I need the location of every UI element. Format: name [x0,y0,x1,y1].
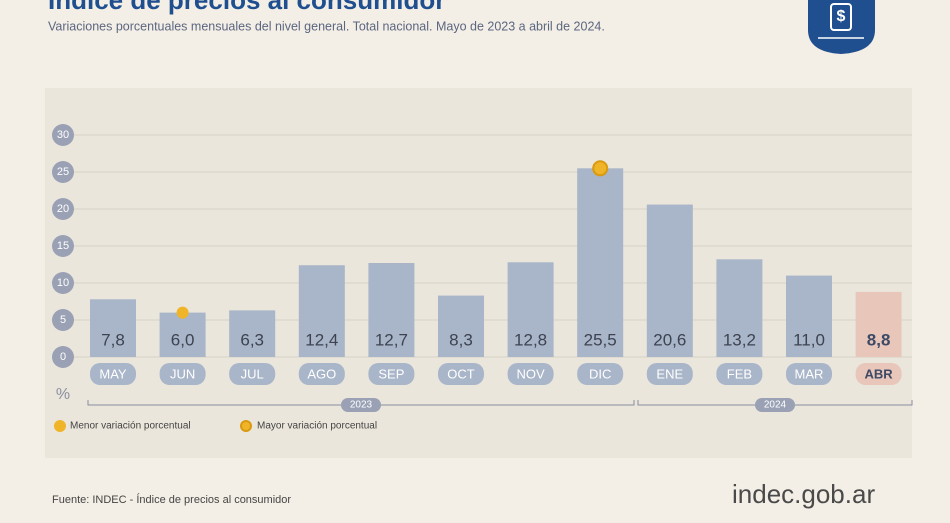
max-marker [592,160,609,177]
bar [646,204,693,357]
year-pill [341,398,381,412]
bar [438,295,484,357]
value-label: 11,0 [793,330,825,349]
category-pill [786,363,832,385]
y-tick-label: 25 [57,166,69,178]
y-tick-badge [52,161,74,183]
logo-icon: $ [808,0,875,54]
svg-text:$: $ [837,8,846,25]
legend-min-swatch [54,420,66,432]
category-pill [577,363,624,385]
bar [368,263,415,357]
category-pill [646,363,693,385]
category-pill [298,363,345,385]
bar [229,310,276,357]
value-label: 12,8 [514,330,547,349]
x-tick-label: JUN [170,366,195,381]
category-pill [229,363,276,385]
x-tick-label: ABR [865,366,894,381]
value-label: 6,0 [171,330,195,349]
panel [45,88,912,458]
value-label: 20,6 [653,330,686,349]
x-tick-label: NOV [517,366,546,381]
x-tick-label: SEP [378,366,404,381]
chart-subtitle: Variaciones porcentuales mensuales del n… [48,19,605,33]
y-tick-label: 30 [57,129,69,141]
legend-max-label: Mayor variación porcentual [257,421,377,432]
y-tick-badge [52,198,74,220]
source: Fuente: INDEC - Índice de precios al con… [52,493,291,506]
bar [90,299,136,357]
category-pill [90,363,136,385]
value-label: 13,2 [723,330,756,349]
y-tick-badge [52,235,74,257]
value-label: 12,7 [375,330,408,349]
x-tick-label: MAR [795,366,824,381]
category-pill [855,363,902,385]
value-label: 7,8 [101,330,125,349]
x-tick-label: AGO [307,366,336,381]
category-pill [159,363,206,385]
category-pill [716,363,763,385]
y-unit: % [56,386,70,403]
category-pill [368,363,415,385]
legend-max-swatch [240,420,252,432]
x-tick-label: DIC [589,366,611,381]
x-tick-label: OCT [447,366,475,381]
bar [716,259,763,357]
x-tick-label: MAY [99,366,127,381]
value-label: 6,3 [240,330,264,349]
value-label: 12,4 [305,330,338,349]
x-tick-label: FEB [727,366,752,381]
category-pill [507,363,554,385]
x-tick-label: JUL [241,366,264,381]
bar [786,275,832,357]
logo-text: indec.gob.ar [732,479,875,509]
year-label: 2023 [350,400,373,411]
y-tick-badge [52,272,74,294]
x-tick-label: ENE [656,366,683,381]
bar [507,262,554,357]
y-tick-label: 15 [57,240,69,252]
y-tick-label: 10 [57,277,69,289]
bar [577,168,624,357]
y-tick-label: 0 [60,351,66,363]
legend-min-label: Menor variación porcentual [70,421,191,432]
year-pill [755,398,795,412]
bar [298,265,345,357]
chart-title: Índice de precios al consumidor [48,0,445,15]
value-label: 8,8 [867,330,891,349]
min-marker [176,306,189,319]
y-tick-badge [52,309,74,331]
year-label: 2024 [764,400,787,411]
bar [159,312,206,357]
y-tick-label: 5 [60,314,66,326]
bar [855,291,902,357]
y-tick-badge [52,124,74,146]
value-label: 8,3 [449,330,473,349]
value-label: 25,5 [584,330,617,349]
y-tick-badge [52,346,74,368]
y-tick-label: 20 [57,203,69,215]
category-pill [438,363,484,385]
